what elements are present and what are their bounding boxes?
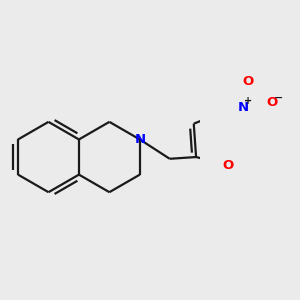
Text: +: + — [244, 96, 252, 106]
Text: O: O — [223, 159, 234, 172]
Text: −: − — [274, 93, 283, 103]
Text: O: O — [266, 95, 278, 109]
Text: O: O — [242, 74, 254, 88]
Text: N: N — [238, 100, 249, 113]
Text: N: N — [134, 133, 146, 146]
